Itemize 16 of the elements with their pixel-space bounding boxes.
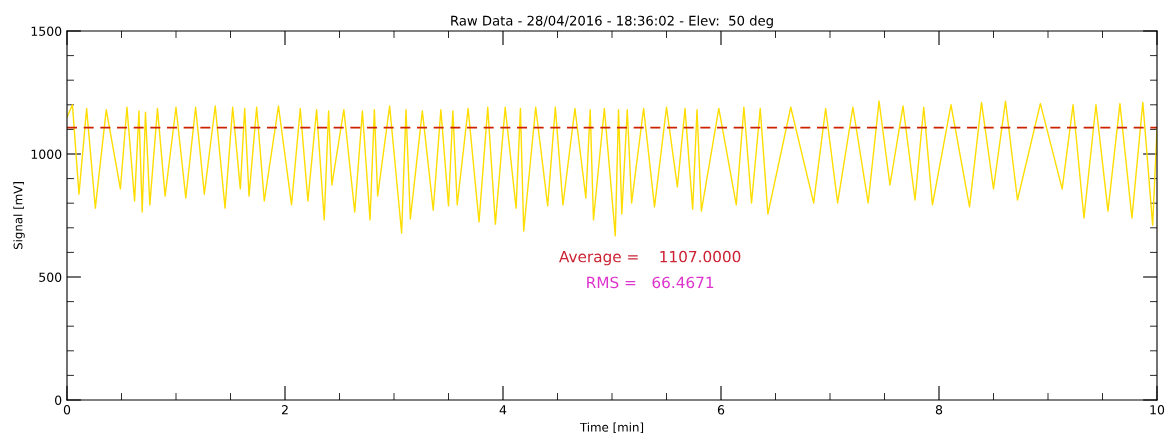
y-tick-label: 500 — [39, 272, 62, 282]
y-tick-label: 1000 — [31, 149, 62, 159]
x-tick-label: 4 — [499, 405, 507, 415]
chart-title: Raw Data - 28/04/2016 - 18:36:02 - Elev: 50 deg — [451, 15, 773, 29]
line-series — [67, 100, 1157, 237]
x-tick-label: 8 — [935, 405, 943, 415]
x-tick-label: 0 — [63, 405, 71, 415]
x-tick-label: 10 — [1150, 405, 1165, 415]
y-tick-label: 0 — [55, 395, 62, 405]
x-tick-label: 2 — [281, 405, 288, 415]
y-axis-title: Signal [mV] — [13, 182, 25, 250]
x-tick-label: 6 — [717, 405, 725, 415]
y-tick-label: 1500 — [31, 26, 62, 36]
annotation: Average = 1107.0000 — [559, 250, 741, 266]
annotation: RMS = 66.4671 — [587, 276, 714, 289]
x-axis-title: Time [min] — [579, 422, 644, 434]
